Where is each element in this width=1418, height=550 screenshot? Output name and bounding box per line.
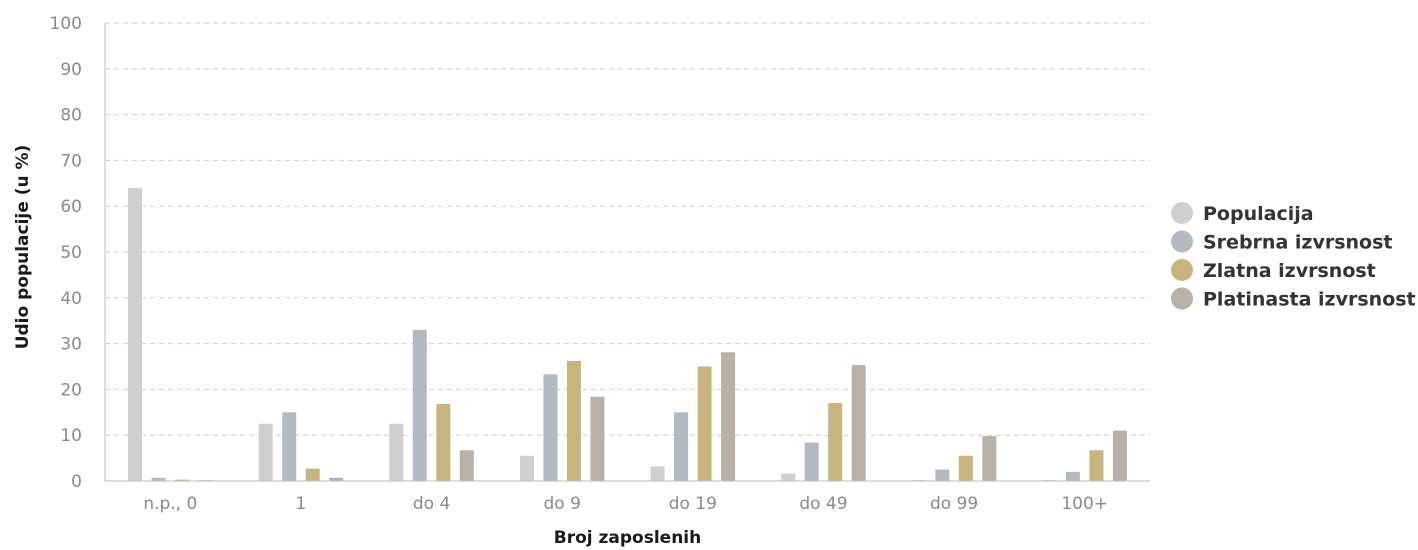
y-tick-label: 100 <box>50 14 82 34</box>
y-tick-label: 60 <box>60 197 82 217</box>
y-tick-label: 0 <box>71 472 82 492</box>
x-tick-label: do 99 <box>930 494 978 514</box>
bar-srebrna-izvrsnost[interactable] <box>151 477 166 481</box>
bar-platinasta-izvrsnost[interactable] <box>982 436 997 481</box>
legend-label: Populacija <box>1203 203 1314 225</box>
bar-srebrna-izvrsnost[interactable] <box>282 412 297 481</box>
bar-zlatna-izvrsnost[interactable] <box>305 468 320 481</box>
bar-populacija[interactable] <box>519 455 534 481</box>
bar-srebrna-izvrsnost[interactable] <box>543 374 558 481</box>
y-tick-label: 80 <box>60 106 82 126</box>
legend-item-srebrna-izvrsnost[interactable]: Srebrna izvrsnost <box>1171 230 1392 254</box>
legend[interactable]: Populacija Srebrna izvrsnost Zlatna izvrsn… <box>1171 202 1416 311</box>
legend-label: Platinasta izvrsnost <box>1203 289 1416 311</box>
bar-populacija[interactable] <box>128 187 143 481</box>
bar-populacija[interactable] <box>389 423 404 481</box>
y-axis-title: Udio populacije (u %) <box>13 145 33 350</box>
bar-platinasta-izvrsnost[interactable] <box>590 396 605 481</box>
y-tick-label: 20 <box>60 380 82 400</box>
bar-zlatna-izvrsnost[interactable] <box>175 479 190 481</box>
x-tick-label: do 19 <box>669 494 717 514</box>
y-tick-label: 40 <box>60 289 82 309</box>
legend-label: Zlatna izvrsnost <box>1203 260 1376 282</box>
bar-zlatna-izvrsnost[interactable] <box>566 361 581 481</box>
legend-swatch <box>1171 230 1193 253</box>
y-tick-label: 90 <box>60 60 82 80</box>
gridlines <box>105 22 1150 436</box>
bars <box>128 187 1127 482</box>
x-axis-title: Broj zaposlenih <box>554 528 702 548</box>
bar-platinasta-izvrsnost[interactable] <box>1112 430 1127 481</box>
legend-item-populacija[interactable]: Populacija <box>1171 202 1314 225</box>
bar-populacija[interactable] <box>781 473 796 481</box>
bar-srebrna-izvrsnost[interactable] <box>412 329 427 481</box>
x-tick-label: do 9 <box>543 494 580 514</box>
y-tick-label: 70 <box>60 151 82 171</box>
bar-zlatna-izvrsnost[interactable] <box>1089 450 1104 481</box>
legend-label: Srebrna izvrsnost <box>1203 232 1392 254</box>
bar-platinasta-izvrsnost[interactable] <box>329 477 344 481</box>
x-axis-ticks: n.p., 0 1 do 4 do 9 do 19 do 49 do 99 100+ <box>143 494 1108 514</box>
bar-populacija[interactable] <box>258 423 273 481</box>
bar-srebrna-izvrsnost[interactable] <box>804 442 819 481</box>
legend-item-zlatna-izvrsnost[interactable]: Zlatna izvrsnost <box>1171 259 1376 282</box>
legend-swatch <box>1171 259 1193 281</box>
x-tick-label: 1 <box>296 494 307 514</box>
y-axis-ticks: 0 10 20 30 40 50 60 70 80 90 100 <box>50 14 82 492</box>
x-tick-label: do 4 <box>413 494 450 514</box>
bar-populacija[interactable] <box>650 466 665 481</box>
bar-platinasta-izvrsnost[interactable] <box>459 450 474 481</box>
x-tick-label: 100+ <box>1061 494 1108 514</box>
bar-zlatna-izvrsnost[interactable] <box>828 403 843 481</box>
legend-swatch <box>1171 202 1193 224</box>
y-tick-label: 30 <box>60 335 82 355</box>
bar-zlatna-izvrsnost[interactable] <box>436 404 451 481</box>
bar-zlatna-izvrsnost[interactable] <box>958 455 973 481</box>
bar-srebrna-izvrsnost[interactable] <box>1065 471 1080 481</box>
bar-platinasta-izvrsnost[interactable] <box>851 365 866 481</box>
bar-zlatna-izvrsnost[interactable] <box>697 366 712 482</box>
legend-item-platinasta-izvrsnost[interactable]: Platinasta izvrsnost <box>1171 287 1416 311</box>
y-tick-label: 50 <box>60 243 82 263</box>
y-tick-label: 10 <box>60 426 82 446</box>
x-tick-label: do 49 <box>799 494 847 514</box>
legend-swatch <box>1171 287 1193 310</box>
bar-srebrna-izvrsnost[interactable] <box>674 412 689 481</box>
x-tick-label: n.p., 0 <box>143 494 197 514</box>
bar-srebrna-izvrsnost[interactable] <box>935 469 950 481</box>
bar-platinasta-izvrsnost[interactable] <box>721 352 736 481</box>
